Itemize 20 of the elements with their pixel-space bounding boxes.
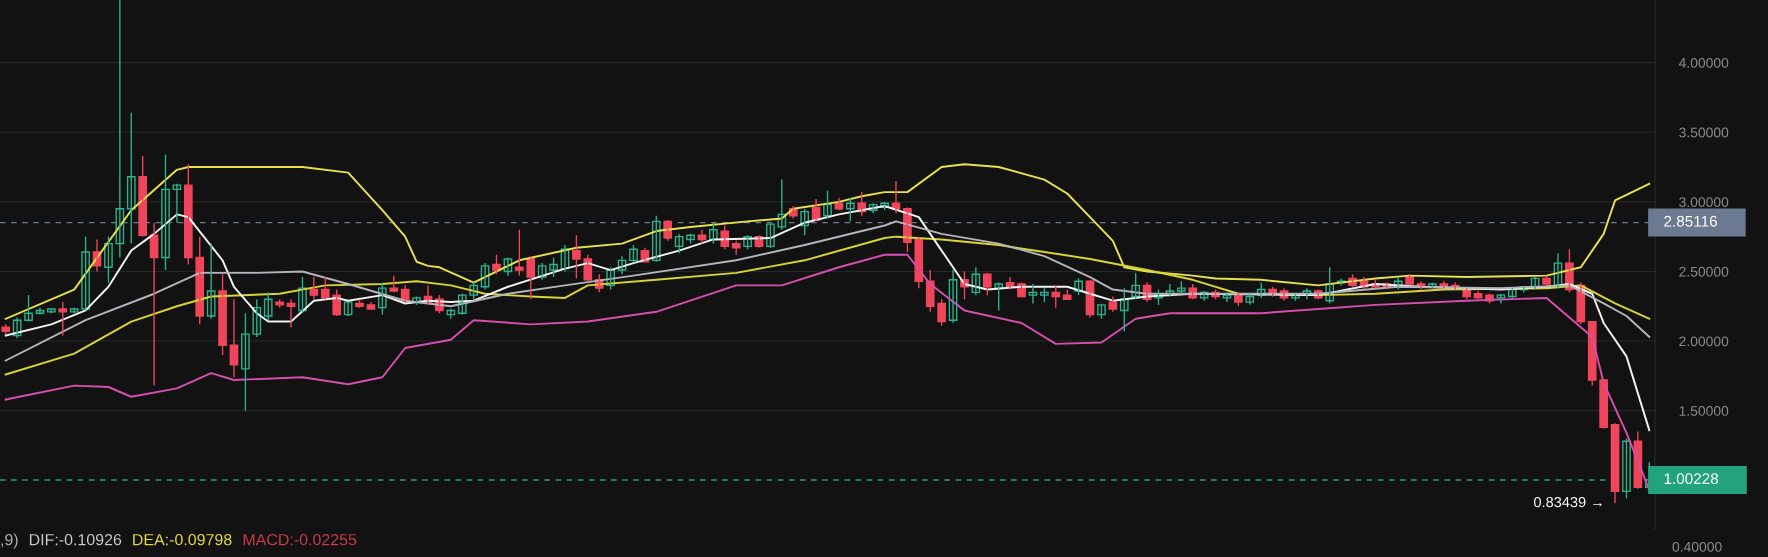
y-tick-label: 2.00000 xyxy=(1679,336,1729,347)
line-series xyxy=(4,220,1651,362)
text: MACD:-0.02255 xyxy=(243,533,357,546)
line-series xyxy=(4,163,1651,320)
y-tick-label: 2.50000 xyxy=(1679,266,1729,277)
text: 0.40000 xyxy=(1672,541,1722,552)
y-tick-label: 3.50000 xyxy=(1679,127,1729,138)
text: ,9) xyxy=(1,533,18,549)
y-tick-label: 3.00000 xyxy=(1679,197,1729,208)
y-tick-label: 4.00000 xyxy=(1678,57,1729,68)
line-series xyxy=(4,253,1651,491)
annotation: 0.83439 → xyxy=(1534,496,1602,508)
ref-line-label: 1.00228 xyxy=(1664,473,1719,485)
y-tick-label: 1.50000 xyxy=(1679,406,1729,416)
text: DEA:-0.09798 xyxy=(133,533,232,546)
ref-line-label: 2.85116 xyxy=(1664,215,1717,227)
line-series xyxy=(4,235,1651,376)
text: DIF:-0.10926 xyxy=(29,533,122,546)
candlestick xyxy=(343,301,353,317)
line-series xyxy=(4,205,1651,432)
